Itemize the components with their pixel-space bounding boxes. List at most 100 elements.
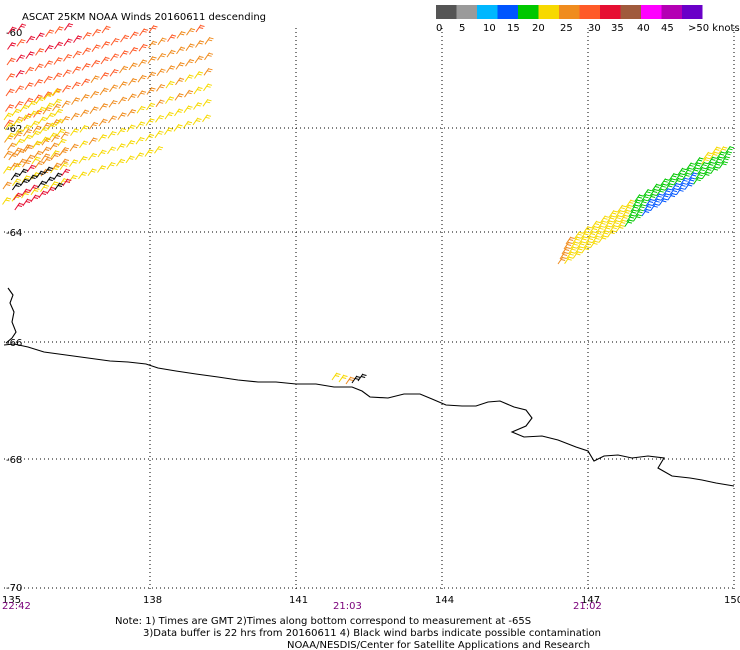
wind-barb <box>50 152 60 161</box>
wind-barb <box>634 194 644 202</box>
wind-barb <box>714 156 724 164</box>
wind-barb <box>699 161 709 170</box>
wind-barb <box>101 25 111 34</box>
wind-barb <box>23 134 33 143</box>
legend-swatch <box>559 5 580 19</box>
wind-barb <box>703 151 713 160</box>
wind-barb <box>156 83 166 92</box>
wind-barb <box>145 118 155 126</box>
time-label: 22:42 <box>2 601 31 612</box>
wind-barb <box>183 120 193 129</box>
wind-barb <box>135 136 145 145</box>
wind-barb <box>15 138 25 147</box>
wind-barb <box>144 149 154 157</box>
wind-barb <box>701 171 711 180</box>
wind-barb <box>711 146 721 155</box>
wind-barb <box>707 156 717 165</box>
wind-barb <box>35 47 45 56</box>
wind-barb <box>175 77 185 86</box>
wind-barb <box>44 60 54 68</box>
wind-barb <box>195 40 205 48</box>
wind-barb <box>45 112 56 121</box>
wind-barb <box>136 121 146 129</box>
wind-barb <box>9 162 19 171</box>
wind-barb <box>38 190 48 199</box>
wind-barb <box>667 192 677 201</box>
wind-barb <box>116 143 126 151</box>
wind-barb <box>5 104 15 112</box>
wind-barb <box>138 43 148 52</box>
wind-barb <box>109 84 119 93</box>
wind-barb <box>673 177 683 186</box>
wind-barb <box>57 138 67 147</box>
wind-barb <box>600 230 610 238</box>
wind-barb <box>128 77 138 86</box>
wind-barb <box>136 105 146 114</box>
wind-barb <box>99 87 109 96</box>
wind-barb <box>107 146 117 155</box>
wind-barb <box>626 214 636 222</box>
wind-barb <box>54 41 64 50</box>
wind-barb <box>108 99 118 108</box>
wind-barb <box>589 240 600 249</box>
wind-barb <box>652 198 662 206</box>
wind-barb <box>98 118 108 127</box>
wind-speed-legend: 0 5 10 15 20 25 30 35 40 45 >50 knots <box>436 5 740 34</box>
wind-barb <box>34 78 44 87</box>
wind-barb <box>591 235 602 244</box>
wind-barb <box>13 192 23 201</box>
wind-barb <box>640 193 651 202</box>
wind-barb <box>656 188 666 196</box>
wind-barb <box>176 46 186 55</box>
wind-barb <box>13 128 24 137</box>
wind-barb <box>110 53 120 62</box>
wind-barb <box>615 224 625 233</box>
wind-barb <box>4 122 14 131</box>
wind-barb <box>660 192 670 201</box>
wind-barb <box>137 74 147 83</box>
wind-barb <box>42 106 52 115</box>
wind-barb <box>139 28 149 36</box>
wind-barb <box>87 168 97 176</box>
wind-barb <box>135 152 145 160</box>
wind-barb <box>7 142 17 151</box>
coastline <box>3 287 735 487</box>
wind-barb <box>623 204 633 213</box>
wind-barb <box>564 256 574 264</box>
wind-barb <box>658 197 668 206</box>
wind-barb <box>576 240 586 249</box>
wind-barb <box>47 122 57 131</box>
wind-barb <box>128 62 138 71</box>
legend-swatch <box>538 5 559 19</box>
wind-barb <box>8 152 18 161</box>
wind-barb <box>82 47 92 56</box>
wind-barb <box>107 130 117 139</box>
wind-barb <box>668 172 678 181</box>
wind-barb <box>72 50 82 59</box>
wind-barb <box>709 151 719 160</box>
wind-barb <box>71 97 81 105</box>
wind-barb <box>632 199 642 207</box>
wind-barb <box>62 84 72 93</box>
wind-barb <box>80 93 90 102</box>
wind-barb <box>31 156 41 165</box>
wind-barb <box>154 145 164 154</box>
wind-barb <box>106 161 116 170</box>
wind-barb <box>156 68 166 77</box>
wind-barb <box>28 110 38 119</box>
wind-barb <box>26 35 36 44</box>
wind-barb <box>80 109 90 118</box>
lon-label: 135 <box>2 595 21 606</box>
wind-barb <box>630 204 640 212</box>
wind-barb <box>34 160 44 169</box>
wind-barb <box>71 81 81 90</box>
wind-barb <box>664 182 674 191</box>
wind-barb <box>681 172 692 181</box>
wind-barb <box>710 166 720 174</box>
legend-swatch <box>620 5 641 19</box>
wind-barbs <box>2 22 735 385</box>
legend-label: >50 knots <box>688 23 740 34</box>
wind-barb <box>6 73 16 81</box>
wind-barb <box>14 100 24 109</box>
